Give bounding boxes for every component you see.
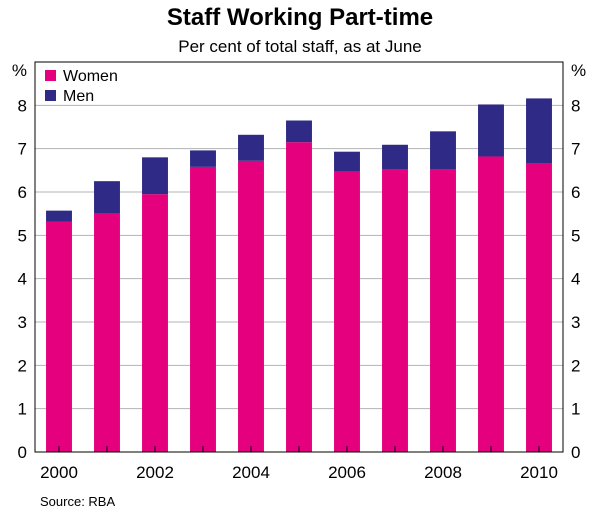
y-unit-left: % — [12, 61, 27, 80]
legend-label-men: Men — [63, 88, 94, 105]
y-tick-label-left: 8 — [18, 96, 27, 115]
bar-women-2005 — [286, 142, 312, 452]
bar-men-2003 — [190, 150, 216, 167]
bar-men-2006 — [334, 151, 360, 172]
bar-women-2006 — [334, 171, 360, 452]
y-unit-right: % — [571, 61, 586, 80]
x-tick-label: 2002 — [136, 463, 174, 482]
y-tick-label-right: 1 — [571, 400, 580, 419]
bar-women-2007 — [382, 169, 408, 453]
y-tick-label-left: 2 — [18, 356, 27, 375]
y-tick-label-right: 4 — [571, 270, 580, 289]
x-tick-label: 2010 — [520, 463, 558, 482]
y-tick-label-left: 4 — [18, 270, 27, 289]
y-tick-label-right: 0 — [571, 443, 580, 462]
y-tick-label-right: 6 — [571, 183, 580, 202]
bar-men-2007 — [382, 144, 408, 170]
bar-women-2003 — [190, 166, 216, 452]
bar-men-2000 — [46, 210, 72, 222]
x-tick-label: 2006 — [328, 463, 366, 482]
bar-men-2010 — [526, 98, 552, 164]
bar-men-2001 — [94, 181, 120, 214]
y-tick-label-right: 5 — [571, 226, 580, 245]
bar-women-2000 — [46, 221, 72, 452]
y-tick-label-right: 3 — [571, 313, 580, 332]
bar-men-2009 — [478, 104, 504, 157]
bar-women-2001 — [94, 213, 120, 452]
y-tick-label-right: 7 — [571, 140, 580, 159]
bar-women-2004 — [238, 160, 264, 453]
y-tick-label-left: 0 — [18, 443, 27, 462]
legend-swatch-men — [45, 90, 56, 101]
source-note: Source: RBA — [40, 494, 116, 509]
bar-women-2008 — [430, 169, 456, 453]
y-tick-label-left: 5 — [18, 226, 27, 245]
x-tick-label: 2000 — [40, 463, 78, 482]
y-tick-label-right: 8 — [571, 96, 580, 115]
bar-men-2004 — [238, 134, 264, 161]
bar-women-2010 — [526, 163, 552, 452]
legend-swatch-women — [45, 70, 56, 81]
y-tick-label-left: 3 — [18, 313, 27, 332]
bar-women-2002 — [142, 194, 168, 452]
y-tick-label-left: 6 — [18, 183, 27, 202]
y-tick-label-right: 2 — [571, 356, 580, 375]
legend: Women Men — [45, 68, 118, 105]
chart-subtitle: Per cent of total staff, as at June — [178, 37, 422, 56]
x-tick-label: 2004 — [232, 463, 270, 482]
bar-men-2008 — [430, 131, 456, 170]
bar-men-2005 — [286, 120, 312, 143]
bar-men-2002 — [142, 157, 168, 195]
y-tick-label-left: 1 — [18, 400, 27, 419]
y-tick-label-left: 7 — [18, 140, 27, 159]
bar-women-2009 — [478, 156, 504, 452]
legend-label-women: Women — [63, 68, 118, 85]
chart-title: Staff Working Part-time — [166, 4, 434, 31]
x-tick-label: 2008 — [424, 463, 462, 482]
